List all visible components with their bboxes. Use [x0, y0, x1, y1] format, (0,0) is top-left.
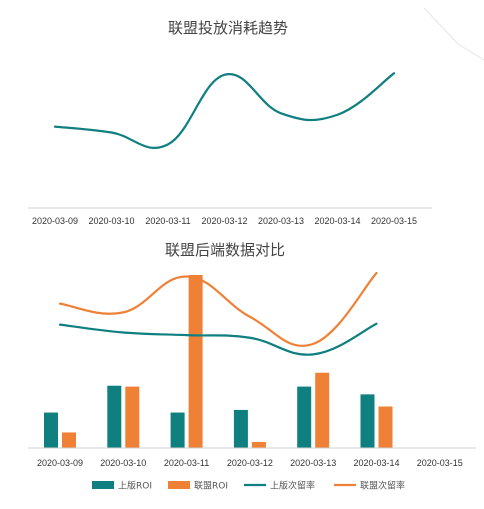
chart2-bars — [44, 275, 393, 448]
chart2-legend: 上版ROI 联盟ROI 上版次留率 联盟次留率 — [92, 480, 405, 492]
line-lianmeng-retention — [58, 271, 378, 347]
chart2-x-tick-label: 2020-03-09 — [37, 458, 83, 468]
legend-bar-swatch — [168, 481, 190, 489]
line-shangban-retention — [58, 322, 378, 356]
chart1-title: 联盟投放消耗趋势 — [168, 19, 288, 37]
backend-comparison-chart: 联盟后端数据对比 2020-03-09 2020-03-10 2020-03-11 2… — [28, 241, 476, 492]
chart2-x-tick-label: 2020-03-12 — [227, 458, 273, 468]
legend-label: 联盟ROI — [194, 481, 228, 492]
bar-shangban-roi — [233, 409, 248, 448]
bar-lianmeng-roi — [125, 386, 140, 448]
legend-item[interactable]: 联盟ROI — [168, 481, 228, 492]
bar-shangban-roi — [170, 412, 185, 448]
legend-bar-swatch — [92, 481, 114, 489]
chart2-x-tick-label: 2020-03-10 — [100, 458, 146, 468]
chart2-lines — [58, 271, 378, 356]
chart2-x-tick-label: 2020-03-15 — [417, 458, 463, 468]
legend-label: 联盟次留率 — [360, 480, 405, 492]
chart1-x-tick-label: 2020-03-14 — [314, 216, 360, 226]
chart1-x-tick-label: 2020-03-11 — [145, 216, 190, 226]
chart2-x-tick-label: 2020-03-14 — [353, 458, 399, 468]
corner-decoration — [423, 7, 484, 61]
chart1-x-tick-label: 2020-03-13 — [258, 216, 304, 226]
bar-shangban-roi — [360, 394, 375, 448]
legend-item[interactable]: 上版次留率 — [244, 480, 315, 492]
bar-lianmeng-roi — [251, 441, 266, 448]
chart2-title: 联盟后端数据对比 — [165, 241, 285, 259]
chart1-x-ticks: 2020-03-09 2020-03-10 2020-03-11 2020-03-12… — [32, 216, 417, 226]
consumption-trend-chart: 联盟投放消耗趋势 2020-03-09 2020-03-10 2020-03-11 2… — [28, 19, 432, 226]
chart1-x-tick-label: 2020-03-15 — [371, 216, 417, 226]
bar-lianmeng-roi — [62, 432, 76, 448]
bar-shangban-roi — [107, 385, 122, 448]
chart2-x-tick-label: 2020-03-13 — [290, 458, 336, 468]
chart1-x-tick-label: 2020-03-12 — [201, 216, 247, 226]
bar-lianmeng-roi — [315, 372, 330, 448]
bar-shangban-roi — [297, 386, 312, 448]
chart1-x-tick-label: 2020-03-10 — [88, 216, 134, 226]
chart1-series-line — [53, 72, 396, 150]
bar-lianmeng-roi — [188, 275, 203, 448]
legend-label: 上版ROI — [118, 480, 152, 492]
bar-shangban-roi — [44, 412, 58, 448]
chart2-x-ticks: 2020-03-09 2020-03-10 2020-03-11 2020-03-12… — [37, 458, 463, 468]
legend-label: 上版次留率 — [270, 480, 315, 492]
chart2-x-tick-label: 2020-03-11 — [164, 458, 209, 468]
bar-lianmeng-roi — [378, 406, 393, 448]
legend-item[interactable]: 联盟次留率 — [334, 480, 405, 492]
chart1-x-tick-label: 2020-03-09 — [32, 216, 78, 226]
legend-item[interactable]: 上版ROI — [92, 480, 152, 492]
